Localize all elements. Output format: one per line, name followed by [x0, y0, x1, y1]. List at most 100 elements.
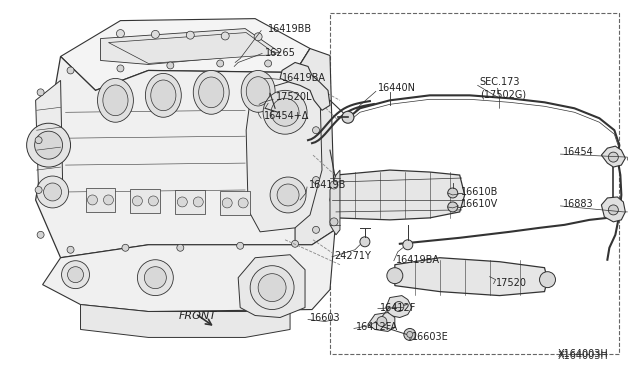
Ellipse shape — [198, 77, 224, 108]
Circle shape — [35, 137, 42, 144]
Circle shape — [68, 267, 83, 283]
Circle shape — [237, 242, 244, 249]
Circle shape — [404, 328, 416, 340]
Polygon shape — [100, 29, 280, 64]
Text: (17502G): (17502G) — [479, 89, 526, 99]
Ellipse shape — [103, 85, 128, 116]
Polygon shape — [61, 19, 310, 90]
Circle shape — [387, 268, 403, 283]
Circle shape — [330, 218, 338, 226]
Polygon shape — [330, 170, 340, 235]
Circle shape — [117, 65, 124, 72]
Text: SEC.173: SEC.173 — [479, 77, 520, 87]
Circle shape — [138, 260, 173, 296]
Polygon shape — [246, 76, 322, 232]
Circle shape — [116, 30, 124, 38]
Circle shape — [312, 226, 319, 233]
Text: 16603: 16603 — [310, 312, 340, 323]
Text: 16603E: 16603E — [412, 333, 449, 343]
Circle shape — [221, 32, 229, 40]
Polygon shape — [330, 170, 465, 220]
Circle shape — [132, 196, 142, 206]
Circle shape — [222, 198, 232, 208]
Text: 16454+Δ: 16454+Δ — [264, 111, 310, 121]
Text: 16419BA: 16419BA — [396, 255, 440, 265]
Circle shape — [360, 237, 370, 247]
Circle shape — [186, 31, 195, 39]
Polygon shape — [295, 48, 335, 245]
Circle shape — [104, 195, 113, 205]
Polygon shape — [386, 296, 412, 318]
Text: 16610B: 16610B — [461, 187, 498, 197]
Text: 17520L: 17520L — [276, 92, 312, 102]
Circle shape — [394, 302, 404, 311]
Polygon shape — [81, 305, 290, 337]
Ellipse shape — [241, 70, 275, 112]
Circle shape — [407, 331, 413, 337]
Circle shape — [540, 272, 556, 288]
Circle shape — [35, 131, 63, 159]
Circle shape — [67, 67, 74, 74]
Circle shape — [37, 89, 44, 96]
Circle shape — [263, 90, 307, 134]
Bar — [330, 13, 620, 355]
Circle shape — [377, 317, 387, 327]
Text: 16610V: 16610V — [461, 199, 498, 209]
Text: FRONT: FRONT — [179, 311, 216, 321]
Text: 16265: 16265 — [265, 48, 296, 58]
Polygon shape — [108, 33, 276, 64]
Circle shape — [44, 183, 61, 201]
Polygon shape — [602, 197, 625, 222]
Circle shape — [67, 246, 74, 253]
Text: 16419BB: 16419BB — [268, 23, 312, 33]
Text: X164003H: X164003H — [557, 349, 608, 359]
Circle shape — [264, 60, 271, 67]
Circle shape — [301, 79, 308, 86]
Circle shape — [609, 205, 618, 215]
Circle shape — [152, 31, 159, 38]
Circle shape — [27, 123, 70, 167]
Ellipse shape — [246, 77, 270, 106]
Circle shape — [448, 202, 458, 212]
Circle shape — [177, 244, 184, 251]
Text: 17520: 17520 — [495, 278, 527, 288]
Circle shape — [403, 240, 413, 250]
Polygon shape — [602, 146, 625, 167]
Circle shape — [312, 177, 319, 183]
Circle shape — [270, 177, 306, 213]
Text: 16419BA: 16419BA — [282, 73, 326, 83]
Polygon shape — [238, 255, 305, 318]
Polygon shape — [368, 312, 395, 331]
Ellipse shape — [193, 70, 229, 114]
Circle shape — [238, 198, 248, 208]
Circle shape — [145, 267, 166, 289]
Polygon shape — [36, 48, 312, 258]
Circle shape — [167, 62, 174, 69]
Text: X164003H: X164003H — [557, 352, 608, 361]
Circle shape — [448, 188, 458, 198]
Polygon shape — [43, 230, 335, 311]
Circle shape — [342, 111, 354, 123]
Circle shape — [271, 98, 299, 126]
Circle shape — [37, 231, 44, 238]
Circle shape — [61, 261, 90, 289]
Text: 16883: 16883 — [563, 199, 593, 209]
Circle shape — [35, 186, 42, 193]
Circle shape — [312, 127, 319, 134]
Circle shape — [330, 181, 338, 189]
Circle shape — [609, 152, 618, 162]
Circle shape — [88, 195, 97, 205]
Circle shape — [36, 176, 68, 208]
Text: 16440N: 16440N — [378, 83, 416, 93]
Circle shape — [217, 60, 224, 67]
Polygon shape — [280, 62, 330, 110]
Circle shape — [148, 196, 158, 206]
Polygon shape — [220, 191, 250, 215]
Ellipse shape — [97, 78, 133, 122]
Ellipse shape — [145, 73, 181, 117]
Circle shape — [122, 244, 129, 251]
Circle shape — [250, 266, 294, 310]
Polygon shape — [395, 258, 547, 296]
Text: 16412F: 16412F — [380, 302, 416, 312]
Circle shape — [193, 197, 204, 207]
